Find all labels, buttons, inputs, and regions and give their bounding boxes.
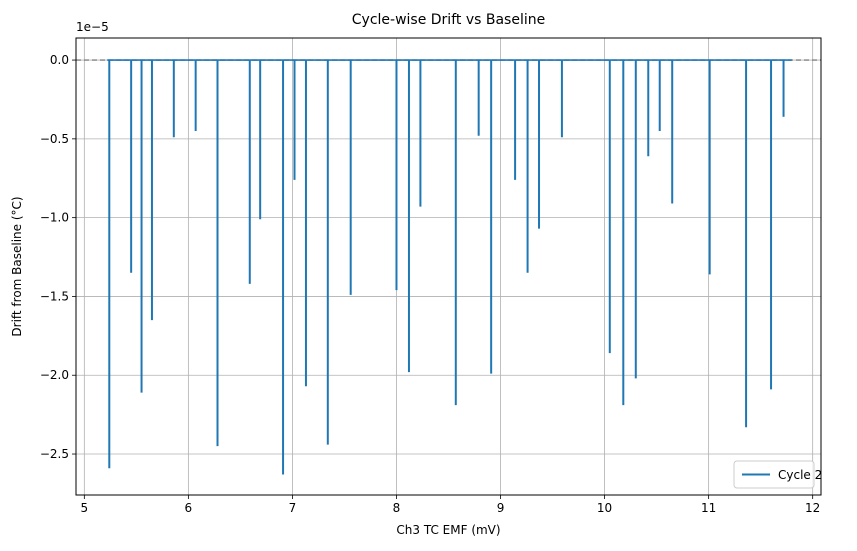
y-tick-label: −0.5 <box>40 132 69 146</box>
plot-frame <box>75 37 822 496</box>
y-offset-label: 1e−5 <box>76 20 109 34</box>
y-axis-label: Drift from Baseline (°C) <box>10 196 24 336</box>
grid-lines <box>76 38 821 495</box>
legend: Cycle 2 <box>733 460 822 489</box>
y-tick-label: −2.5 <box>40 447 69 461</box>
plot-area-background <box>76 38 821 495</box>
y-tick-label: 0.0 <box>50 53 69 67</box>
x-tick-label: 6 <box>185 501 193 515</box>
x-tick-label: 10 <box>597 501 612 515</box>
axis-ticks: 5 6 7 8 9 10 11 12 0.0 −0.5 −1.0 −1.5 −2.0 −2.5 <box>40 53 820 515</box>
x-tick-label: 5 <box>81 501 89 515</box>
legend-box <box>733 460 815 489</box>
y-tick-label: −1.0 <box>40 211 69 225</box>
chart-title: Cycle-wise Drift vs Baseline <box>352 12 545 28</box>
x-tick-label: 7 <box>289 501 297 515</box>
x-tick-label: 8 <box>393 501 401 515</box>
y-tick-label: −1.5 <box>40 289 69 303</box>
x-tick-label: 9 <box>497 501 505 515</box>
x-tick-label: 11 <box>701 501 716 515</box>
x-axis-label: Ch3 TC EMF (mV) <box>396 523 500 537</box>
y-tick-label: −2.0 <box>40 368 69 382</box>
legend-label-cycle-2: Cycle 2 <box>778 468 822 482</box>
series-layer <box>107 59 792 475</box>
x-tick-label: 12 <box>805 501 820 515</box>
